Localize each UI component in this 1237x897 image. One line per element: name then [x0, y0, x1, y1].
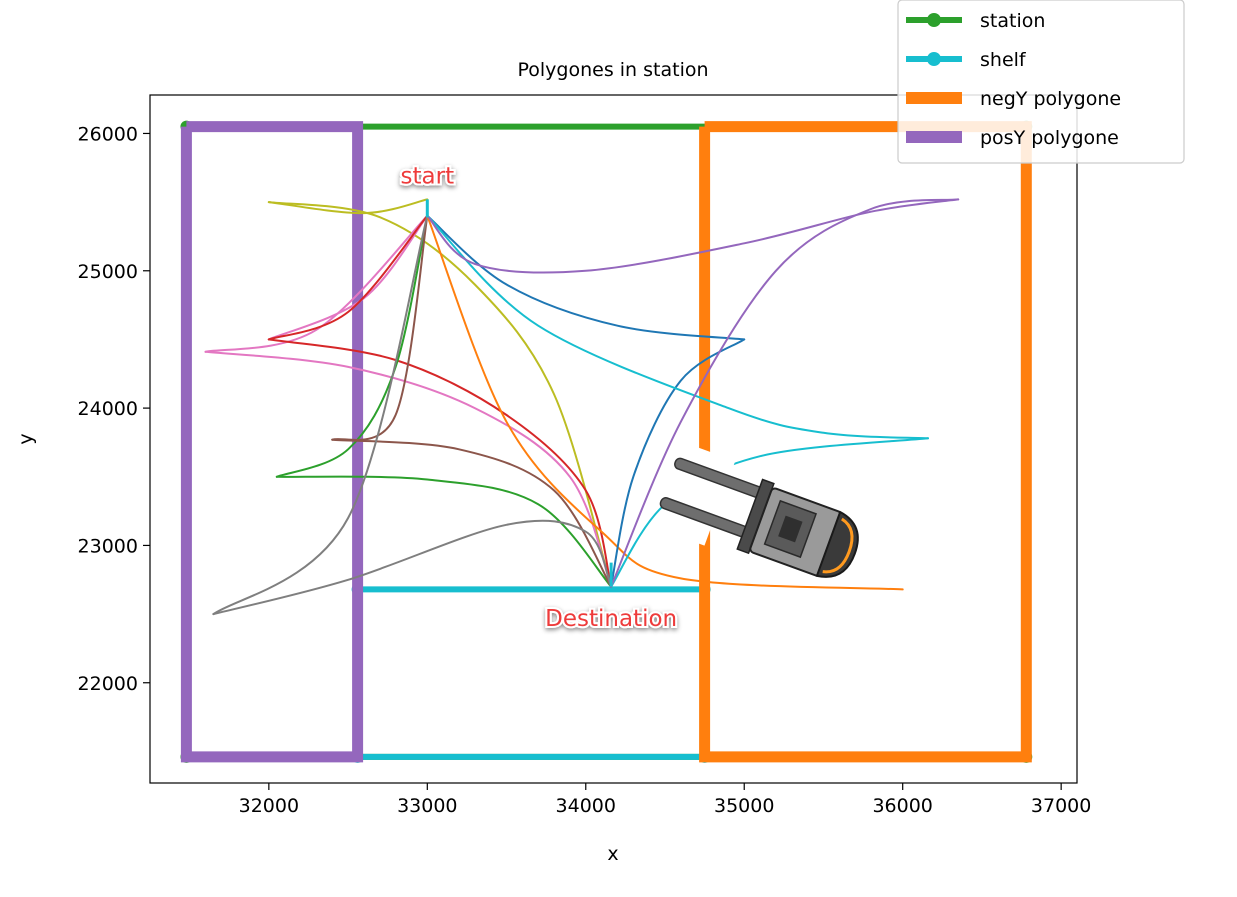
- vehicle-layer: [655, 443, 859, 578]
- x-tick-label: 35000: [714, 795, 774, 817]
- annotation-layer: start Destination: [399, 162, 680, 634]
- x-tick-label: 34000: [556, 795, 616, 817]
- legend-entry-station: station: [906, 10, 1045, 32]
- trajectory-line: [610, 338, 746, 588]
- polygon-layer: [180, 120, 1033, 763]
- legend-label: posY polygone: [980, 127, 1119, 149]
- y-tick-label: 25000: [78, 261, 138, 283]
- y-axis-label: y: [15, 433, 37, 444]
- legend-entry-negy-polygone: negY polygone: [906, 88, 1121, 110]
- y-tick-label: 22000: [78, 673, 138, 695]
- y-axis: 22000 23000 24000 25000 26000: [78, 123, 150, 695]
- forklift-halo: [655, 443, 736, 546]
- legend-box: [897, 0, 1185, 164]
- x-tick-label: 37000: [1031, 795, 1091, 817]
- annotation-label: start: [401, 164, 455, 190]
- legend-swatch-marker: [927, 52, 941, 66]
- trajectory-line: [204, 214, 429, 353]
- legend: station shelf negY polygone posY polygone: [897, 0, 1185, 164]
- annotation-destination: Destination: [543, 604, 679, 634]
- legend-entry-shelf: shelf: [906, 49, 1027, 71]
- trajectory-line: [212, 214, 429, 616]
- trajectory-line: [426, 214, 929, 440]
- trajectory-line: [204, 350, 613, 588]
- trajectory-line: [426, 214, 746, 341]
- annotation-start: start: [399, 162, 457, 192]
- trajectory-line: [267, 201, 613, 588]
- trajectory-line: [426, 198, 960, 274]
- chart-title: Polygones in station: [517, 59, 708, 81]
- trajectory-line: [267, 338, 613, 588]
- trajectory-line: [426, 214, 904, 591]
- trajectory-line: [331, 438, 613, 588]
- legend-swatch-marker: [927, 13, 941, 27]
- forklift-counterweight: [815, 510, 859, 578]
- trajectory-line: [275, 475, 613, 588]
- legend-entry-posy-polygone: posY polygone: [906, 127, 1119, 149]
- x-axis-label: x: [607, 843, 618, 865]
- legend-label: station: [980, 10, 1045, 32]
- y-tick-label: 26000: [78, 123, 138, 145]
- annotation-label: Destination: [545, 606, 677, 632]
- forklift-light-strip: [822, 517, 854, 574]
- x-tick-label: 32000: [239, 795, 299, 817]
- trajectory-line: [610, 198, 960, 588]
- x-tick-label: 36000: [872, 795, 932, 817]
- legend-label: shelf: [980, 49, 1027, 71]
- forklift-seat: [778, 515, 803, 543]
- plot-area: start Destination: [180, 120, 1033, 763]
- legend-label: negY polygone: [980, 88, 1121, 110]
- trajectory-line: [212, 519, 613, 616]
- trajectory-line: [275, 214, 429, 478]
- x-axis: 32000 33000 34000 35000 36000 37000: [239, 783, 1091, 817]
- plot-frame: [149, 94, 1078, 784]
- posy-polygone-outline: [180, 121, 364, 763]
- x-tick-label: 33000: [397, 795, 457, 817]
- y-tick-label: 24000: [78, 398, 138, 420]
- y-tick-label: 23000: [78, 535, 138, 557]
- trajectory-line: [267, 214, 429, 341]
- forklift-icon: [655, 443, 859, 578]
